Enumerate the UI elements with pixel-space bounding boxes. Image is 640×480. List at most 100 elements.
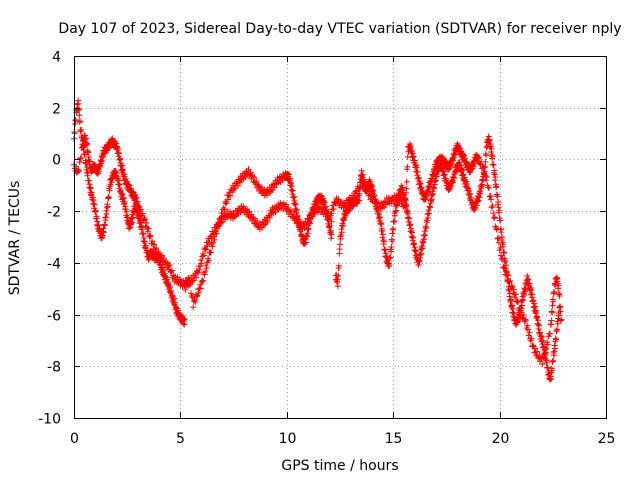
data-point [100, 229, 107, 236]
data-point [351, 194, 358, 201]
data-point [210, 233, 217, 240]
data-point [129, 214, 136, 221]
data-point [168, 267, 175, 274]
data-point [476, 194, 483, 201]
data-point [422, 231, 429, 238]
data-point [462, 155, 469, 162]
data-point [166, 261, 173, 268]
data-point [145, 225, 152, 232]
data-point [328, 210, 335, 217]
data-point [431, 168, 438, 175]
y-tick-label: -6 [47, 309, 61, 325]
data-point [128, 219, 135, 226]
x-tick-label: 15 [385, 431, 403, 447]
data-point [451, 175, 458, 182]
data-point [361, 182, 368, 189]
data-point [549, 302, 556, 309]
data-point [494, 235, 501, 242]
data-point [472, 205, 479, 212]
data-point [524, 326, 531, 333]
data-point [544, 364, 551, 371]
data-point [486, 136, 493, 143]
data-point [85, 149, 92, 156]
data-point [428, 196, 435, 203]
data-point [338, 229, 345, 236]
data-point [224, 196, 231, 203]
data-point [408, 229, 415, 236]
data-point [491, 171, 498, 178]
data-point [443, 175, 450, 182]
data-point [193, 293, 200, 300]
data-point [497, 244, 504, 251]
data-point [364, 185, 371, 192]
data-point [98, 158, 105, 165]
data-point [76, 159, 83, 166]
data-point [190, 304, 197, 311]
data-point [390, 226, 397, 233]
data-point [468, 194, 475, 201]
data-point [550, 298, 557, 305]
data-point [200, 252, 207, 259]
data-point [510, 286, 517, 293]
data-point [108, 179, 115, 186]
data-point [195, 289, 202, 296]
data-point [512, 291, 519, 298]
data-point [248, 211, 255, 218]
data-point [334, 283, 341, 290]
data-point [558, 316, 565, 323]
data-point [370, 186, 377, 193]
y-tick-label: -8 [47, 360, 61, 376]
data-point [537, 329, 544, 336]
data-point [326, 222, 333, 229]
data-point [133, 194, 140, 201]
data-point [556, 292, 563, 299]
data-point [379, 227, 386, 234]
data-point [321, 199, 328, 206]
data-point [185, 274, 192, 281]
data-point [372, 196, 379, 203]
data-point [467, 190, 474, 197]
data-point [512, 294, 519, 301]
data-point [509, 302, 516, 309]
data-point [501, 249, 508, 256]
data-point [367, 178, 374, 185]
data-point [496, 207, 503, 214]
data-point [416, 179, 423, 186]
data-point [181, 321, 188, 328]
data-point [140, 230, 147, 237]
data-point [418, 184, 425, 191]
data-point [377, 214, 384, 221]
data-point [335, 272, 342, 279]
data-point [535, 322, 542, 329]
data-point [481, 168, 488, 175]
data-point [215, 223, 222, 230]
data-point [123, 178, 130, 185]
data-point [378, 220, 385, 227]
data-point [354, 190, 361, 197]
data-point [131, 191, 138, 198]
data-point [251, 174, 258, 181]
data-point [542, 349, 549, 356]
data-point [242, 205, 249, 212]
data-point [96, 168, 103, 175]
data-point [197, 263, 204, 270]
data-point [550, 357, 557, 364]
data-point [426, 210, 433, 217]
data-point [234, 182, 241, 189]
data-point [546, 330, 553, 337]
data-point [143, 219, 150, 226]
data-point [430, 172, 437, 179]
x-tick-label: 5 [176, 431, 185, 447]
data-point [211, 236, 218, 243]
data-point [102, 214, 109, 221]
data-point [470, 163, 477, 170]
data-point [487, 143, 494, 150]
data-point [499, 255, 506, 262]
data-point [213, 230, 220, 237]
y-tick-label: 4 [52, 50, 61, 66]
data-point [418, 250, 425, 257]
data-point [403, 185, 410, 192]
data-point [555, 282, 562, 289]
data-point [127, 185, 134, 192]
